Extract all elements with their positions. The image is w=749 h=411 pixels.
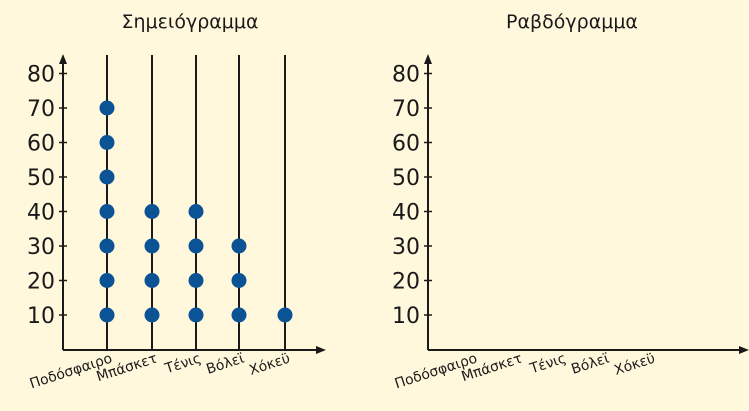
dot-plot-y-ticks: 10 20 30 40 50 60 70 80 [27,63,67,329]
dot-plot-category-lines [106,55,286,350]
x-axis-arrow [316,346,326,354]
dot-plot-axes [59,54,326,354]
y-axis-arrow [59,54,67,64]
data-dot [144,307,160,323]
data-dot [99,307,115,323]
data-dot [144,238,160,254]
bar-chart-y-ticks: 10 20 30 40 50 60 70 80 [392,63,432,329]
dot-plot-chart: Σημειόγραμμα 10 20 30 40 50 60 70 80 Ποδόσφαιρο… [27,11,326,392]
data-dot [99,100,115,116]
data-dot [188,273,204,288]
data-dot [99,169,115,185]
y-tick-label: 70 [27,97,55,122]
x-category-label: Βόλεϊ [204,351,246,378]
bar-chart-title: Ραβδόγραμμα [506,11,638,33]
data-dot [188,307,204,323]
y-tick-label: 70 [392,97,420,122]
data-dot [188,238,204,254]
y-tick-label: 80 [27,63,55,88]
y-tick-label: 40 [392,201,420,226]
data-dot [231,307,247,323]
dot-plot-dots [99,100,293,323]
y-tick-label: 60 [27,132,55,157]
bar-chart-axes [424,54,749,354]
y-tick-label: 20 [392,270,420,295]
y-tick-label: 10 [27,304,55,329]
data-dot [99,273,115,288]
y-tick-label: 30 [392,235,420,260]
data-dot [99,135,115,150]
y-tick-label: 60 [392,132,420,157]
y-axis-arrow [424,54,432,64]
data-dot [144,273,160,288]
y-tick-label: 50 [27,166,55,191]
data-dot [99,238,115,254]
x-category-label: Βόλεϊ [569,351,611,378]
dot-plot-title: Σημειόγραμμα [122,11,259,33]
data-dot [188,204,204,219]
data-dot [231,273,247,288]
x-axis-arrow [739,346,749,354]
y-tick-label: 50 [392,166,420,191]
data-dot [99,204,115,219]
y-tick-label: 10 [392,304,420,329]
x-category-label: Χόκεϋ [247,351,292,379]
y-tick-label: 80 [392,63,420,88]
x-category-label: Χόκεϋ [612,351,657,379]
data-dot [277,307,293,323]
y-tick-label: 20 [27,270,55,295]
bar-chart: Ραβδόγραμμα 10 20 30 40 50 60 70 80 ΠοδόσφαιροΜ… [392,11,749,392]
y-tick-label: 40 [27,201,55,226]
data-dot [231,238,247,254]
x-category-label: Τένις [162,351,203,378]
y-tick-label: 30 [27,235,55,260]
x-category-label: Τένις [527,351,568,378]
data-dot [144,204,160,219]
